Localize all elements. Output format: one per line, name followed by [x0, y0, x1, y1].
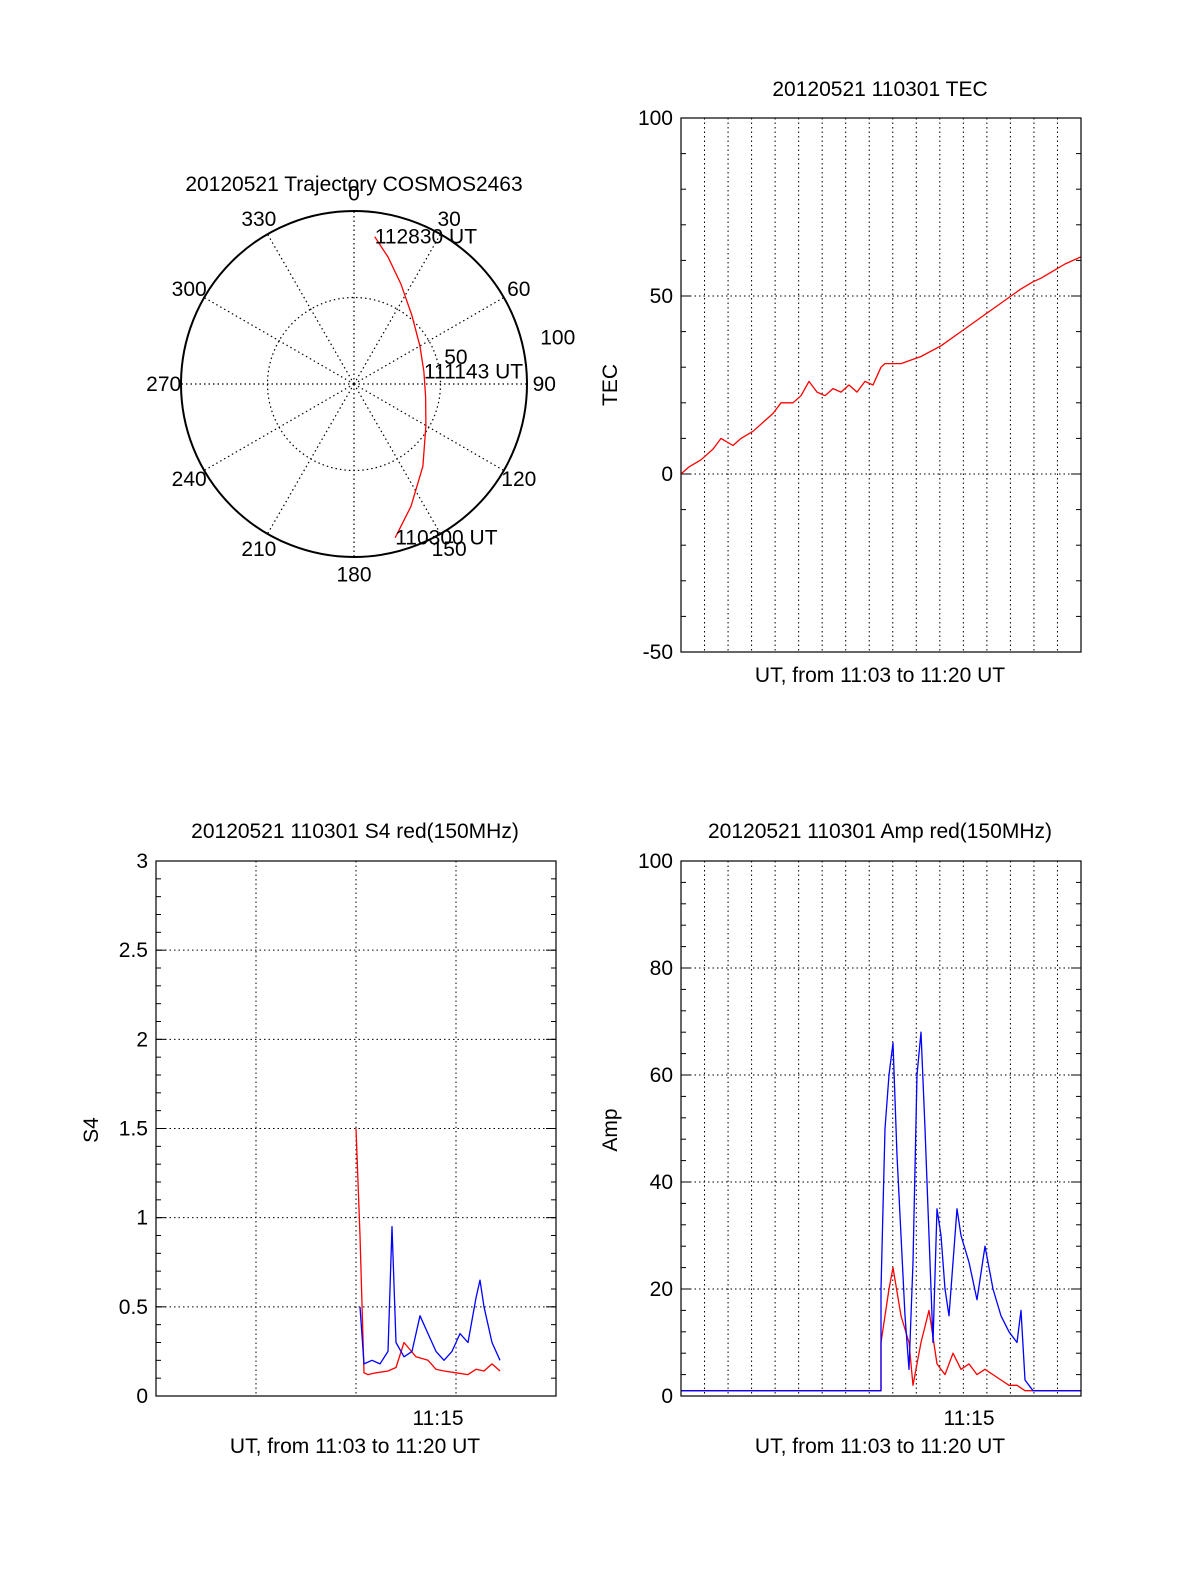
y-tick-label: 0.5	[119, 1296, 148, 1319]
y-tick-label: 2	[136, 1028, 148, 1051]
angular-grid-line	[353, 233, 442, 385]
y-tick-label: 2.5	[119, 939, 148, 962]
data-series-line	[355, 1128, 501, 1376]
y-tick-label: 0	[136, 1385, 148, 1408]
angle-tick-label: 330	[241, 208, 276, 231]
angular-grid-line	[353, 383, 442, 535]
angle-tick-label: 300	[172, 278, 207, 301]
angular-grid-line	[203, 383, 355, 472]
angle-tick-label: 150	[432, 538, 467, 561]
angle-tick-label: 0	[348, 183, 360, 206]
y-tick-label: 40	[650, 1171, 673, 1194]
data-series-line	[359, 1225, 501, 1365]
angle-tick-label: 60	[507, 278, 530, 301]
angle-tick-label: 180	[336, 563, 371, 586]
angular-grid-line	[203, 296, 355, 385]
angle-tick-label: 30	[437, 208, 460, 231]
amp-line-chart: 20120521 110301 Amp red(150MHz) UT, from…	[599, 820, 1082, 1458]
angular-grid-line	[353, 296, 505, 385]
time-annotation: 112830 UT	[375, 226, 478, 249]
trajectory-line	[374, 236, 427, 538]
x-axis-label: UT, from 11:03 to 11:20 UT	[755, 1435, 1005, 1458]
angle-tick-label: 270	[146, 373, 181, 396]
angular-grid-line	[353, 383, 505, 472]
plot-frame	[155, 860, 557, 1397]
time-annotation: 111143 UT	[424, 361, 523, 384]
angle-tick-label: 240	[172, 468, 207, 491]
y-axis-label: TEC	[599, 364, 622, 406]
y-tick-label: 100	[638, 850, 673, 873]
x-tick-label: 11:15	[944, 1407, 995, 1430]
x-axis-label: UT, from 11:03 to 11:20 UT	[230, 1435, 480, 1458]
y-tick-label: 20	[650, 1278, 673, 1301]
outer-circle	[180, 210, 528, 558]
y-tick-label: 0	[661, 463, 673, 486]
angular-grid-line	[266, 383, 355, 535]
chart-title: 20120521 110301 S4 red(150MHz)	[191, 820, 519, 843]
plot-frame	[680, 117, 1082, 653]
y-tick-label: 100	[638, 107, 673, 130]
x-axis-label: UT, from 11:03 to 11:20 UT	[755, 664, 1005, 687]
angle-tick-label: 210	[241, 538, 276, 561]
data-series-line	[681, 1266, 1081, 1392]
radial-tick-label: 100	[540, 326, 575, 349]
data-series-line	[680, 256, 1082, 475]
chart-title: 20120521 110301 Amp red(150MHz)	[708, 820, 1052, 843]
plot-frame	[680, 860, 1082, 1397]
x-tick-label: 11:15	[413, 1407, 464, 1430]
radial-tick-label: 50	[444, 346, 467, 369]
y-axis-label: Amp	[599, 1108, 622, 1151]
y-tick-label: 60	[650, 1064, 673, 1087]
angle-tick-label: 90	[533, 373, 556, 396]
tec-line-chart: 20120521 110301 TEC UT, from 11:03 to 11…	[599, 78, 1082, 687]
trajectory-polar-chart: 20120521 Trajectory COSMOS2463 0 30 60 90 12…	[146, 173, 575, 586]
data-series-line	[681, 1031, 1081, 1392]
y-tick-label: 0	[661, 1385, 673, 1408]
y-tick-label: 1.5	[119, 1118, 148, 1141]
time-annotation: 110300 UT	[395, 527, 498, 550]
y-tick-label: -50	[643, 641, 673, 664]
y-tick-label: 50	[650, 285, 673, 308]
y-axis-label: S4	[80, 1117, 103, 1143]
chart-title: 20120521 110301 TEC	[772, 78, 987, 101]
y-tick-label: 3	[136, 850, 148, 873]
angular-grid-line	[266, 233, 355, 385]
y-tick-label: 1	[136, 1207, 148, 1230]
y-tick-label: 80	[650, 957, 673, 980]
chart-title: 20120521 Trajectory COSMOS2463	[185, 173, 522, 196]
angle-tick-label: 120	[501, 468, 536, 491]
s4-line-chart: 20120521 110301 S4 red(150MHz) UT, from …	[80, 820, 557, 1458]
